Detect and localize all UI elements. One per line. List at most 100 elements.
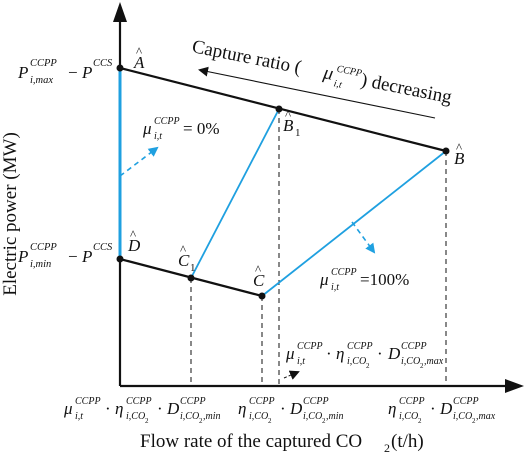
svg-text:η: η — [115, 399, 123, 418]
label-b: B ^ — [454, 140, 465, 168]
line-c1-b1 — [190, 108, 280, 279]
svg-text:i,min: i,min — [30, 259, 51, 270]
svg-text:^: ^ — [136, 44, 142, 59]
x-tick-max-flow: η CCPP i,CO 2 · D CCPP i,CO 2 ,max — [388, 396, 496, 425]
svg-text:η: η — [238, 399, 246, 418]
svg-text:η: η — [388, 399, 396, 418]
svg-text:CCPP: CCPP — [249, 396, 275, 407]
svg-text:,max: ,max — [424, 356, 444, 367]
svg-text:P: P — [81, 63, 92, 82]
label-d: D ^ — [127, 227, 141, 255]
svg-text:,min: ,min — [203, 411, 221, 422]
svg-text:^: ^ — [180, 242, 186, 257]
label-c: C ^ — [253, 262, 265, 290]
svg-text:CCPP: CCPP — [126, 396, 152, 407]
svg-text:i,t: i,t — [75, 411, 83, 422]
svg-text:CCPP: CCPP — [401, 341, 427, 352]
svg-text:CCPP: CCPP — [399, 396, 425, 407]
y-tick-pmin: P CCPP i,min − P CCS — [17, 242, 113, 270]
svg-text:CCPP: CCPP — [453, 396, 479, 407]
svg-text:,min: ,min — [326, 411, 344, 422]
svg-text:^: ^ — [130, 227, 136, 242]
capture-ratio-arrow — [198, 66, 436, 119]
x-tick-min-flow-mu: μ CCPP i,t · η CCPP i,CO 2 · D CCPP i,CO… — [63, 396, 221, 425]
svg-text:i,CO: i,CO — [347, 356, 366, 367]
label-c1: C 1 ^ — [178, 242, 196, 274]
svg-text:i,CO: i,CO — [180, 411, 199, 422]
svg-text:2: 2 — [322, 417, 326, 425]
svg-text:B: B — [283, 116, 294, 135]
svg-text:D: D — [166, 399, 180, 418]
svg-text:CCPP: CCPP — [30, 58, 57, 69]
point-d — [116, 255, 124, 263]
svg-text:·: · — [157, 399, 163, 418]
x-axis-label: Flow rate of the captured CO 2 (t/h) — [140, 431, 424, 455]
point-c1 — [187, 274, 195, 282]
x-axis-arrowhead — [505, 379, 524, 393]
svg-text:,max: ,max — [476, 411, 496, 422]
svg-text:CCS: CCS — [93, 58, 113, 69]
y-axis-arrowhead — [113, 2, 127, 22]
max-flow-pointer-arrow — [283, 370, 300, 380]
svg-text:C: C — [178, 251, 190, 270]
svg-text:D: D — [127, 236, 141, 255]
svg-text:C: C — [253, 271, 265, 290]
svg-text:2: 2 — [420, 362, 424, 370]
svg-text:CCPP: CCPP — [154, 116, 180, 127]
svg-text:2: 2 — [366, 362, 370, 370]
svg-text:CCPP: CCPP — [303, 396, 329, 407]
point-b1 — [275, 105, 283, 113]
svg-text:= 0%: = 0% — [183, 119, 220, 138]
svg-text:=100%: =100% — [360, 270, 409, 289]
svg-text:i,max: i,max — [30, 75, 53, 86]
svg-text:i,CO: i,CO — [126, 411, 145, 422]
y-axis-label: Electric power (MW) — [0, 132, 21, 296]
x-tick-min-flow: η CCPP i,CO 2 · D CCPP i,CO 2 ,min — [238, 396, 344, 425]
svg-text:P: P — [17, 247, 28, 266]
svg-text:i,t: i,t — [333, 78, 343, 90]
svg-text:i,t: i,t — [297, 356, 305, 367]
mu-zero-label: μ CCPP i,t = 0% — [142, 116, 220, 142]
svg-text:^: ^ — [255, 262, 261, 277]
svg-text:·: · — [280, 399, 286, 418]
svg-text:·: · — [430, 399, 436, 418]
svg-text:μ: μ — [319, 270, 329, 289]
svg-text:i,CO: i,CO — [453, 411, 472, 422]
svg-text:μ: μ — [142, 119, 152, 138]
svg-text:2: 2 — [384, 441, 390, 455]
svg-text:i,CO: i,CO — [401, 356, 420, 367]
svg-text:A: A — [133, 53, 145, 72]
label-a: A ^ — [133, 44, 145, 72]
svg-text:D: D — [439, 399, 453, 418]
svg-text:−: − — [68, 247, 78, 266]
svg-text:i,CO: i,CO — [249, 411, 268, 422]
svg-text:B: B — [454, 149, 465, 168]
svg-text:P: P — [81, 247, 92, 266]
svg-text:i,CO: i,CO — [399, 411, 418, 422]
svg-text:2: 2 — [145, 417, 149, 425]
mu-hundred-label: μ CCPP i,t =100% — [319, 267, 409, 293]
svg-text:i,t: i,t — [331, 282, 339, 293]
svg-text:i,CO: i,CO — [303, 411, 322, 422]
svg-text:·: · — [105, 399, 111, 418]
svg-text:CCPP: CCPP — [297, 341, 323, 352]
max-flow-expression: μ CCPP i,t · η CCPP i,CO 2 · D CCPP i,CO… — [285, 341, 444, 370]
svg-text:D: D — [289, 399, 303, 418]
svg-text:·: · — [377, 344, 383, 363]
svg-text:Capture ratio (: Capture ratio ( — [190, 36, 303, 78]
capture-ratio-label: Capture ratio ( μ CCPP i,t ) decreasing — [190, 36, 454, 108]
svg-text:CCPP: CCPP — [347, 341, 373, 352]
svg-text:CCPP: CCPP — [30, 242, 57, 253]
svg-text:(t/h): (t/h) — [391, 431, 424, 452]
svg-text:2: 2 — [418, 417, 422, 425]
svg-text:μ: μ — [321, 62, 335, 85]
svg-text:i,t: i,t — [154, 131, 162, 142]
mu100-direction-arrow — [351, 221, 376, 254]
point-c — [258, 292, 266, 300]
svg-text:P: P — [17, 63, 28, 82]
svg-text:2: 2 — [268, 417, 272, 425]
svg-text:^: ^ — [456, 140, 462, 155]
svg-text:2: 2 — [472, 417, 476, 425]
label-b1: B 1 ^ — [283, 107, 301, 139]
svg-text:μ: μ — [63, 399, 73, 418]
